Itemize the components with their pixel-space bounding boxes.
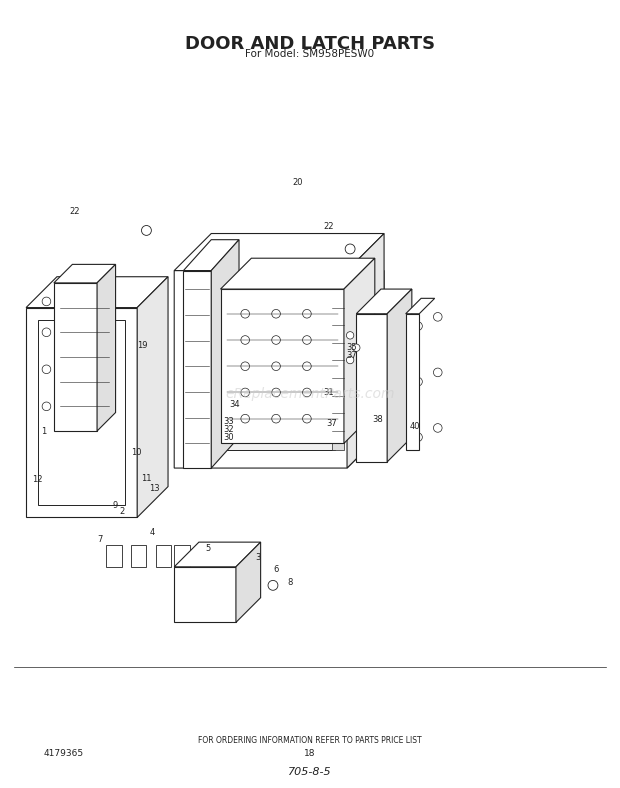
- Polygon shape: [211, 240, 239, 468]
- Text: 22: 22: [323, 221, 334, 231]
- Circle shape: [272, 336, 280, 344]
- Circle shape: [433, 424, 442, 433]
- Text: FOR ORDERING INFORMATION REFER TO PARTS PRICE LIST: FOR ORDERING INFORMATION REFER TO PARTS …: [198, 736, 422, 745]
- Bar: [174, 545, 190, 567]
- Circle shape: [243, 593, 253, 603]
- Polygon shape: [184, 240, 239, 270]
- Text: 6: 6: [273, 566, 279, 574]
- Polygon shape: [193, 289, 335, 449]
- Text: 12: 12: [32, 474, 42, 484]
- Circle shape: [303, 362, 311, 370]
- Polygon shape: [347, 233, 384, 468]
- Circle shape: [272, 310, 280, 318]
- Polygon shape: [236, 542, 260, 623]
- Circle shape: [414, 433, 422, 441]
- Text: 40: 40: [410, 422, 420, 430]
- Circle shape: [345, 244, 355, 254]
- Text: 18: 18: [304, 749, 316, 758]
- Bar: [156, 545, 171, 567]
- Text: 7: 7: [97, 534, 103, 544]
- Text: 4: 4: [150, 529, 155, 537]
- Text: 4179365: 4179365: [43, 749, 84, 758]
- Text: 705-8-5: 705-8-5: [288, 768, 332, 777]
- Text: 32: 32: [223, 426, 234, 434]
- Circle shape: [347, 332, 354, 339]
- Polygon shape: [387, 289, 412, 462]
- Circle shape: [42, 297, 51, 306]
- Polygon shape: [54, 283, 97, 431]
- Text: 10: 10: [131, 448, 141, 457]
- Circle shape: [272, 414, 280, 423]
- Text: 31: 31: [323, 388, 334, 397]
- Bar: [131, 545, 146, 567]
- Circle shape: [42, 402, 51, 411]
- Circle shape: [241, 388, 249, 397]
- Text: 38: 38: [373, 415, 383, 425]
- Text: 19: 19: [137, 341, 148, 351]
- Text: 13: 13: [149, 484, 160, 493]
- Circle shape: [303, 310, 311, 318]
- Circle shape: [141, 225, 151, 236]
- Polygon shape: [405, 299, 435, 314]
- Text: 34: 34: [229, 400, 240, 409]
- Circle shape: [268, 581, 278, 590]
- Polygon shape: [174, 542, 260, 567]
- Circle shape: [303, 336, 311, 344]
- Polygon shape: [97, 265, 115, 431]
- Text: eReplacementParts.com: eReplacementParts.com: [225, 387, 395, 401]
- Circle shape: [347, 356, 354, 364]
- Text: DOOR AND LATCH PARTS: DOOR AND LATCH PARTS: [185, 35, 435, 54]
- Polygon shape: [26, 307, 137, 518]
- Circle shape: [194, 593, 204, 603]
- Text: 37: 37: [347, 351, 357, 360]
- Circle shape: [414, 322, 422, 330]
- Text: 9: 9: [113, 500, 118, 510]
- Polygon shape: [332, 289, 344, 449]
- Polygon shape: [137, 277, 168, 518]
- Polygon shape: [205, 302, 322, 437]
- Circle shape: [42, 328, 51, 336]
- Text: 20: 20: [293, 178, 303, 188]
- Circle shape: [241, 414, 249, 423]
- Polygon shape: [356, 314, 387, 462]
- Circle shape: [42, 365, 51, 374]
- Polygon shape: [174, 270, 384, 468]
- Circle shape: [241, 310, 249, 318]
- Text: 37: 37: [326, 419, 337, 428]
- Circle shape: [433, 313, 442, 322]
- Polygon shape: [38, 320, 125, 505]
- Circle shape: [272, 362, 280, 370]
- Circle shape: [241, 336, 249, 344]
- Circle shape: [414, 377, 422, 386]
- Polygon shape: [184, 270, 211, 468]
- Circle shape: [303, 414, 311, 423]
- Circle shape: [219, 593, 229, 603]
- Circle shape: [353, 344, 360, 351]
- Text: 1: 1: [41, 426, 46, 436]
- Text: 22: 22: [69, 207, 79, 217]
- Polygon shape: [344, 258, 375, 444]
- Circle shape: [272, 388, 280, 397]
- Text: 33: 33: [223, 418, 234, 426]
- Text: 2: 2: [119, 507, 125, 516]
- Text: 3: 3: [255, 553, 260, 562]
- Text: 35: 35: [347, 344, 357, 352]
- Polygon shape: [174, 233, 384, 270]
- Bar: [106, 545, 122, 567]
- Polygon shape: [174, 567, 236, 623]
- Polygon shape: [221, 289, 344, 444]
- Text: 5: 5: [206, 544, 211, 553]
- Text: For Model: SM958PESW0: For Model: SM958PESW0: [246, 49, 374, 59]
- Circle shape: [241, 362, 249, 370]
- Circle shape: [433, 368, 442, 377]
- Text: 11: 11: [141, 474, 152, 483]
- Polygon shape: [26, 277, 168, 307]
- Polygon shape: [356, 289, 412, 314]
- Circle shape: [303, 388, 311, 397]
- Polygon shape: [54, 265, 115, 283]
- Polygon shape: [221, 258, 375, 289]
- Text: 8: 8: [288, 578, 293, 587]
- Text: 30: 30: [223, 433, 234, 442]
- Polygon shape: [405, 314, 419, 449]
